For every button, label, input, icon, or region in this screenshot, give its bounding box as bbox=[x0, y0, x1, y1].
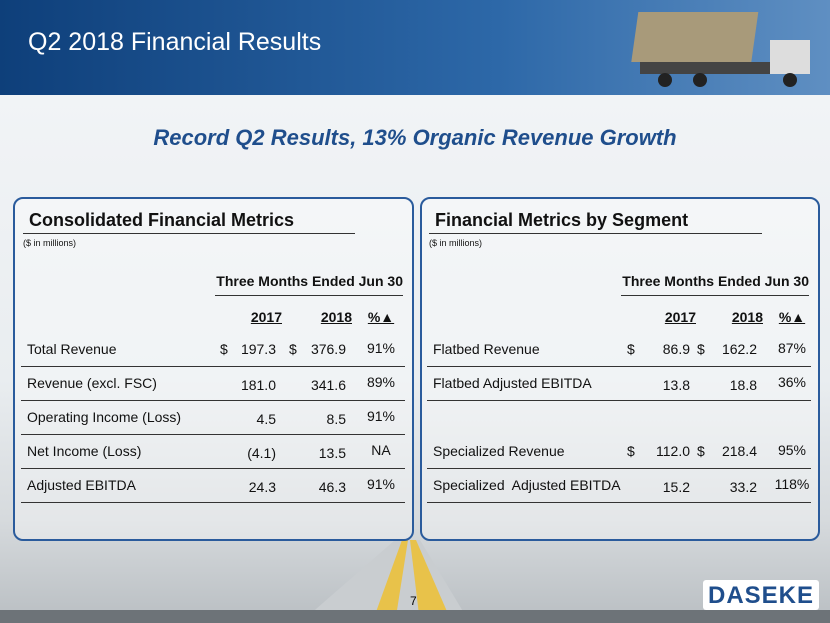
currency-sign: $ bbox=[627, 341, 635, 357]
row-label: Specialized Revenue bbox=[433, 443, 565, 459]
row-label: Operating Income (Loss) bbox=[27, 409, 182, 425]
row-label: Flatbed Adjusted EBITDA bbox=[433, 375, 592, 391]
column-header: %▲ bbox=[367, 309, 395, 325]
currency-sign: $ bbox=[220, 341, 228, 357]
value: 4.5 bbox=[256, 411, 276, 427]
truck-image bbox=[631, 12, 810, 87]
value: 197.3 bbox=[240, 341, 276, 357]
percent-change: 89% bbox=[366, 374, 396, 390]
currency-sign: $ bbox=[697, 443, 705, 459]
percent-change: 87% bbox=[777, 340, 807, 356]
rule bbox=[427, 502, 811, 503]
value: 46.3 bbox=[318, 479, 346, 495]
row-label: Revenue (excl. FSC) bbox=[27, 375, 157, 391]
value: 24.3 bbox=[248, 479, 276, 495]
period-header: Three Months Ended Jun 30 bbox=[216, 273, 403, 289]
panel-title: Consolidated Financial Metrics bbox=[29, 210, 295, 230]
row-label: Net Income (Loss) bbox=[27, 443, 142, 459]
percent-change: NA bbox=[371, 442, 391, 458]
panel bbox=[13, 197, 414, 541]
rule bbox=[427, 366, 811, 367]
rule bbox=[621, 295, 809, 296]
value: 18.8 bbox=[729, 377, 757, 393]
panel-title: Financial Metrics by Segment bbox=[435, 210, 689, 230]
rule bbox=[21, 400, 405, 401]
rule bbox=[429, 233, 762, 234]
rule bbox=[427, 468, 811, 469]
page-number: 7 bbox=[410, 594, 417, 608]
rule bbox=[21, 366, 405, 367]
rule bbox=[21, 502, 405, 503]
percent-change: 91% bbox=[366, 408, 396, 424]
rule bbox=[215, 295, 403, 296]
value: 15.2 bbox=[662, 479, 690, 495]
value: 13.8 bbox=[662, 377, 690, 393]
rule bbox=[23, 233, 355, 234]
column-header: 2017 bbox=[664, 309, 696, 325]
header-band bbox=[0, 0, 830, 95]
percent-change: 91% bbox=[366, 476, 396, 492]
value: 376.9 bbox=[310, 341, 346, 357]
currency-sign: $ bbox=[627, 443, 635, 459]
unit-note: ($ in millions) bbox=[23, 238, 77, 248]
row-label: Specialized Adjusted EBITDA bbox=[433, 477, 621, 493]
panel bbox=[420, 197, 820, 541]
value: 341.6 bbox=[310, 377, 346, 393]
value: 8.5 bbox=[326, 411, 346, 427]
value: 181.0 bbox=[240, 377, 276, 393]
rule bbox=[21, 468, 405, 469]
value: 162.2 bbox=[721, 341, 757, 357]
value: 86.9 bbox=[662, 341, 690, 357]
currency-sign: $ bbox=[289, 341, 297, 357]
row-label: Total Revenue bbox=[27, 341, 117, 357]
currency-sign: $ bbox=[697, 341, 705, 357]
unit-note: ($ in millions) bbox=[429, 238, 483, 248]
rule bbox=[427, 400, 811, 401]
percent-change: 91% bbox=[366, 340, 396, 356]
value: 33.2 bbox=[729, 479, 757, 495]
column-header: 2018 bbox=[320, 309, 352, 325]
row-label: Flatbed Revenue bbox=[433, 341, 540, 357]
row-label: Adjusted EBITDA bbox=[27, 477, 136, 493]
value: 218.4 bbox=[721, 443, 757, 459]
logo-box bbox=[703, 580, 819, 610]
subtitle: Record Q2 Results, 13% Organic Revenue G… bbox=[153, 125, 677, 150]
rule bbox=[21, 434, 405, 435]
header-title: Q2 2018 Financial Results bbox=[28, 28, 322, 56]
column-header: 2018 bbox=[731, 309, 763, 325]
value: 13.5 bbox=[318, 445, 346, 461]
period-header: Three Months Ended Jun 30 bbox=[622, 273, 809, 289]
percent-change: 36% bbox=[777, 374, 807, 390]
value: 112.0 bbox=[656, 443, 690, 459]
column-header: %▲ bbox=[778, 309, 806, 325]
logo: DASEKE bbox=[708, 582, 815, 609]
percent-change: 118% bbox=[774, 476, 810, 492]
percent-change: 95% bbox=[777, 442, 807, 458]
value: (4.1) bbox=[247, 445, 276, 461]
column-header: 2017 bbox=[250, 309, 282, 325]
